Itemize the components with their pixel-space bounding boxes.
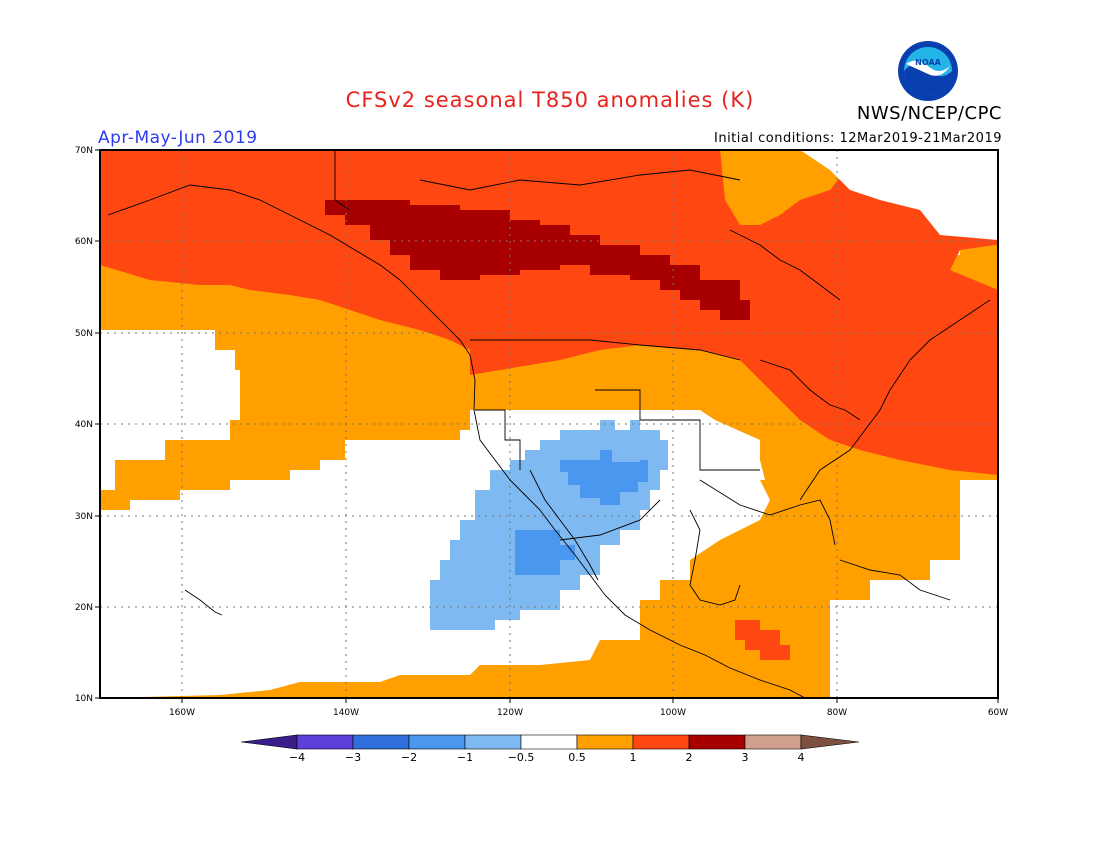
season-label: Apr-May-Jun 2019	[98, 128, 258, 148]
map-title: CFSv2 seasonal T850 anomalies (K)	[345, 88, 755, 112]
colorbar-label: −2	[401, 751, 417, 764]
colorbar-label: 4	[798, 751, 805, 764]
colorbar-min-arrow	[240, 734, 298, 750]
anomaly-shading	[100, 150, 998, 698]
colorbar-label: −0.5	[508, 751, 535, 764]
colorbar-label: 1	[630, 751, 637, 764]
graticule	[100, 150, 998, 698]
colorbar-swatch	[520, 734, 578, 750]
initial-conditions-label: Initial conditions: 12Mar2019-21Mar2019	[714, 131, 1002, 146]
colorbar-swatch	[632, 734, 690, 750]
lon-tick-label: 80W	[827, 708, 847, 718]
colorbar-label: 2	[686, 751, 693, 764]
lat-tick-label: 50N	[75, 329, 93, 339]
lon-tick-label: 60W	[988, 708, 1008, 718]
colorbar-swatch	[408, 734, 466, 750]
lon-tick-label: 100W	[660, 708, 686, 718]
lat-tick-label: 40N	[75, 420, 93, 430]
lon-tick-label: 160W	[169, 708, 195, 718]
logo-text: NOAA	[915, 58, 941, 67]
colorbar-max-arrow	[800, 734, 860, 750]
lat-tick-label: 10N	[75, 694, 93, 704]
lat-tick-label: 60N	[75, 237, 93, 247]
tick-marks	[95, 149, 999, 703]
lon-tick-label: 140W	[333, 708, 359, 718]
colorbar-swatch	[744, 734, 802, 750]
colorbar-label: 3	[742, 751, 749, 764]
colorbar-label: −3	[345, 751, 361, 764]
lat-tick-label: 30N	[75, 512, 93, 522]
lat-tick-label: 70N	[75, 146, 93, 156]
lon-tick-label: 120W	[497, 708, 523, 718]
colorbar-swatch	[464, 734, 522, 750]
colorbar-label: −4	[289, 751, 305, 764]
colorbar-swatch	[352, 734, 410, 750]
colorbar-label: 0.5	[568, 751, 586, 764]
noaa-logo-icon: NOAA	[898, 41, 958, 101]
agency-label: NWS/NCEP/CPC	[856, 103, 1002, 124]
colorbar-swatch	[688, 734, 746, 750]
coastlines	[107, 150, 991, 698]
colorbar: −4 −3 −2 −1 −0.5 0.5 1 2 3 4	[240, 734, 860, 764]
lat-tick-label: 20N	[75, 603, 93, 613]
colorbar-swatch	[576, 734, 634, 750]
colorbar-label: −1	[457, 751, 473, 764]
colorbar-swatch	[296, 734, 354, 750]
